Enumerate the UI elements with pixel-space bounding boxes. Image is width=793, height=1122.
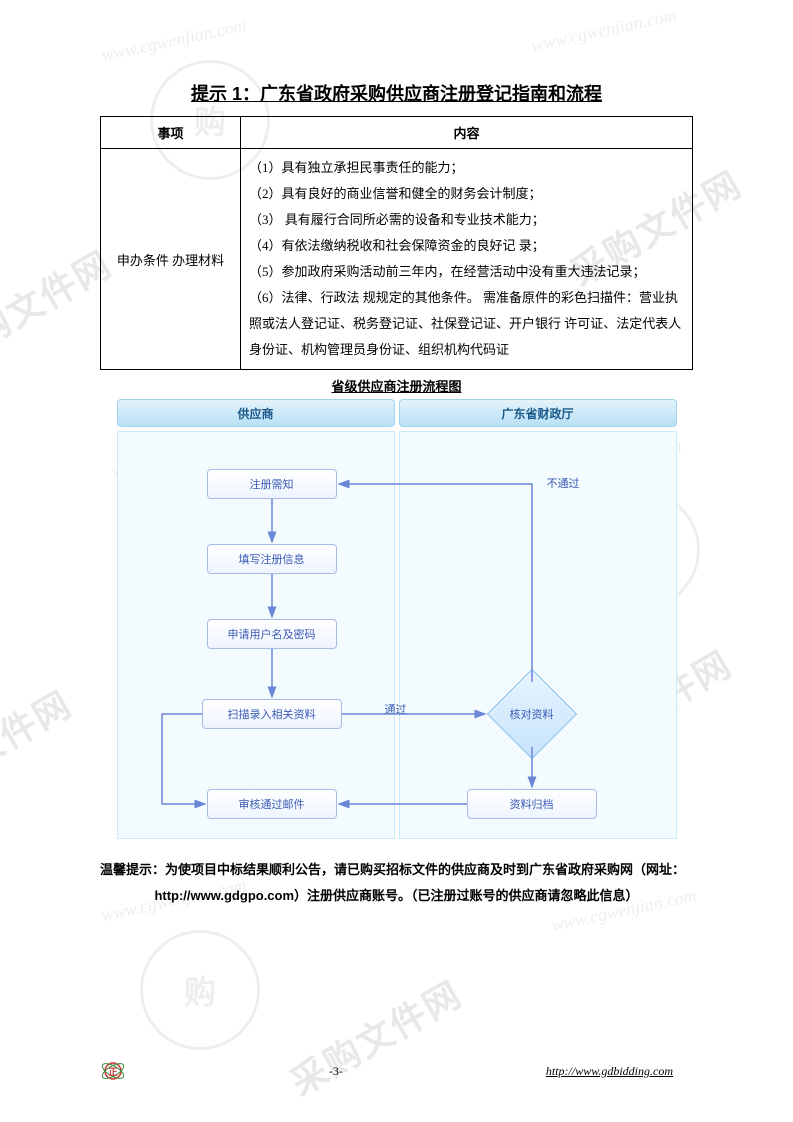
- table-header-row: 事项 内容: [101, 117, 693, 149]
- flowchart: 供应商 广东省财政厅 注册需知: [117, 399, 677, 839]
- requirement-item: （2）具有良好的商业信誉和健全的财务会计制度；: [249, 181, 684, 207]
- page-footer: 正 -3- http://www.gdbidding.com: [0, 1058, 793, 1084]
- svg-text:正: 正: [108, 1067, 117, 1077]
- requirement-item: （5）参加政府采购活动前三年内，在经营活动中没有重大违法记录；: [249, 259, 684, 285]
- table-col-content: 内容: [241, 117, 693, 149]
- table-cell-content: （1）具有独立承担民事责任的能力； （2）具有良好的商业信誉和健全的财务会计制度…: [241, 149, 693, 370]
- requirement-item: （4）有依法缴纳税收和社会保障资金的良好记 录；: [249, 233, 684, 259]
- table-col-matter: 事项: [101, 117, 241, 149]
- footer-logo-icon: 正: [100, 1058, 126, 1084]
- requirement-item: （6）法律、行政法 规规定的其他条件。 需准备原件的彩色扫描件：营业执照或法人登…: [249, 285, 684, 363]
- watermark-text: 采购文件网: [280, 966, 471, 1106]
- footer-page-number: -3-: [329, 1064, 343, 1079]
- table-cell-matter: 申办条件 办理材料: [101, 149, 241, 370]
- reminder-line1: 温馨提示：为使项目中标结果顺利公告，请已购买招标文件的供应商及时到广东省政府采购…: [100, 862, 685, 877]
- reminder-line2: http://www.gdgpo.com）注册供应商账号。（已注册过账号的供应商…: [100, 883, 693, 909]
- flow-arrows: [117, 399, 677, 839]
- table-row: 申办条件 办理材料 （1）具有独立承担民事责任的能力； （2）具有良好的商业信誉…: [101, 149, 693, 370]
- footer-url: http://www.gdbidding.com: [546, 1064, 673, 1079]
- requirements-table: 事项 内容 申办条件 办理材料 （1）具有独立承担民事责任的能力； （2）具有良…: [100, 116, 693, 370]
- requirement-item: （3） 具有履行合同所必需的设备和专业技术能力；: [249, 207, 684, 233]
- flowchart-title: 省级供应商注册流程图: [100, 376, 693, 395]
- page-title: 提示 1：广东省政府采购供应商注册登记指南和流程: [100, 80, 693, 106]
- requirement-item: （1）具有独立承担民事责任的能力；: [249, 155, 684, 181]
- warm-reminder: 温馨提示：为使项目中标结果顺利公告，请已购买招标文件的供应商及时到广东省政府采购…: [100, 857, 693, 909]
